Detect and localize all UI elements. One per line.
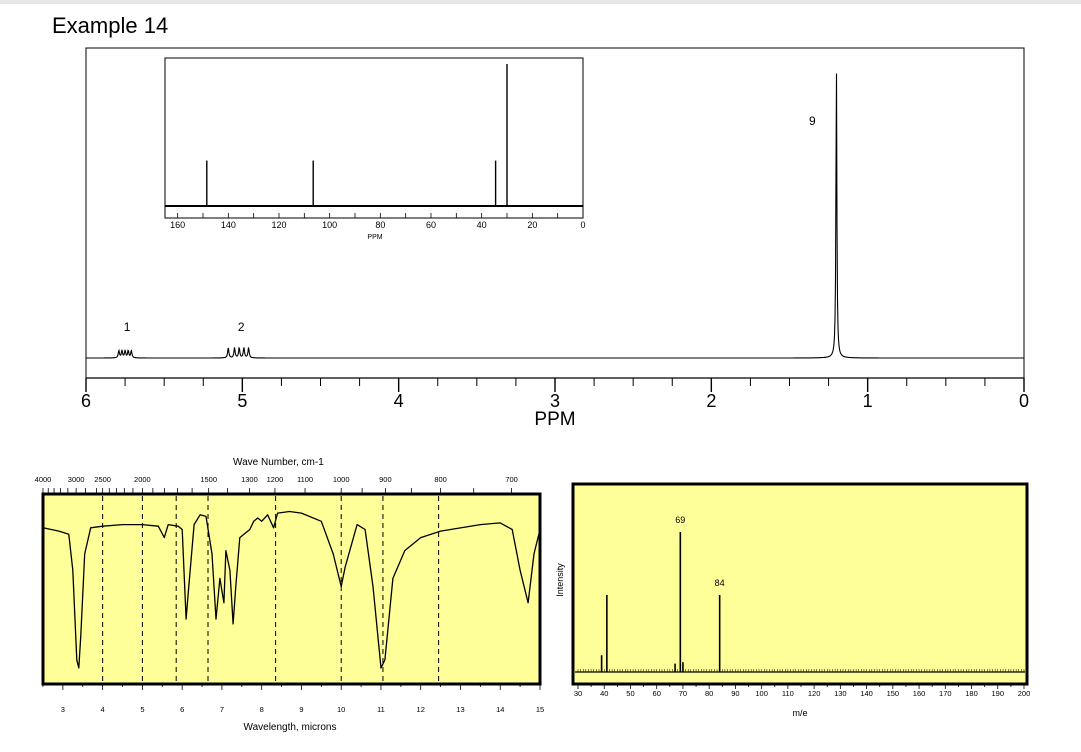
- h-nmr-trace: [86, 73, 1024, 359]
- h-nmr-tick-label: 4: [394, 391, 404, 411]
- ir-bottom-tick-label: 5: [140, 705, 144, 714]
- ms-tick-label: 60: [653, 689, 661, 698]
- c-nmr-tick-label: 100: [322, 220, 337, 230]
- ir-top-tick-label: 2500: [94, 475, 111, 484]
- c-nmr-tick-label: 20: [527, 220, 537, 230]
- ir-bottom-tick-label: 4: [101, 705, 105, 714]
- h-nmr-tick-label: 1: [863, 391, 873, 411]
- c-nmr-tick-label: 40: [477, 220, 487, 230]
- ms-tick-label: 180: [965, 689, 978, 698]
- h-nmr-peak-labels: 1 2 9: [124, 114, 816, 334]
- ms-tick-label: 130: [834, 689, 847, 698]
- page-top-border: [0, 0, 1081, 4]
- h-nmr-spectrum-line: [86, 73, 1024, 359]
- ms-tick-label: 140: [860, 689, 873, 698]
- h-nmr-tick-label: 0: [1019, 391, 1029, 411]
- h-nmr-tick-label: 6: [81, 391, 91, 411]
- ms-peaks: 69 84: [600, 515, 725, 672]
- ms-tick-label: 120: [808, 689, 821, 698]
- ir-top-tick-label: 1300: [241, 475, 258, 484]
- h-nmr-tick-label: 5: [237, 391, 247, 411]
- c-nmr-tick-label: 0: [580, 220, 585, 230]
- ir-top-tick-label: 3000: [68, 475, 85, 484]
- ir-top-axis-ticks: 4000 3000 2500 2000 1500 1300 1200 1100 1000 900 8…: [35, 475, 518, 484]
- c-nmr-inset-chart: 160 140 120 100 80 60 40 20 0 PPM: [164, 57, 586, 241]
- ir-top-axis-label: Wave Number, cm-1: [233, 457, 324, 468]
- h-nmr-peak-label: 2: [238, 320, 245, 334]
- ms-tick-label: 70: [679, 689, 687, 698]
- ms-tick-label: 170: [939, 689, 952, 698]
- ms-tick-label: 110: [782, 689, 794, 698]
- ir-top-tick-label: 1100: [297, 475, 313, 484]
- ir-x-axis-label: Wavelength, microns: [244, 722, 337, 733]
- ir-top-tick-label: 1000: [333, 475, 350, 484]
- c-nmr-x-axis-label: PPM: [367, 234, 382, 241]
- ms-tick-label: 100: [755, 689, 768, 698]
- h-nmr-tick-label: 3: [550, 391, 560, 411]
- ir-bottom-tick-label: 10: [337, 705, 345, 714]
- ir-top-tick-marks: [42, 488, 513, 494]
- ir-bottom-tick-label: 3: [61, 705, 65, 714]
- ms-tick-label: 40: [600, 689, 608, 698]
- ir-top-tick-label: 900: [379, 475, 392, 484]
- ir-bottom-tick-label: 6: [180, 705, 184, 714]
- ms-x-axis: 30 40 50 60 70 80 90 100 110 120 130 140 150 160 170 18…: [574, 684, 1030, 698]
- ms-tick-label: 50: [626, 689, 634, 698]
- ms-peak-label: 84: [715, 578, 725, 588]
- ir-top-tick-label: 2000: [134, 475, 151, 484]
- ir-top-tick-label: 1500: [200, 475, 217, 484]
- ms-baseline: [575, 669, 1025, 673]
- ms-tick-label: 80: [705, 689, 713, 698]
- ms-peak-label: 69: [675, 515, 685, 525]
- ir-top-tick-label: 1200: [267, 475, 284, 484]
- ir-bottom-tick-label: 7: [220, 705, 224, 714]
- ir-bottom-tick-label: 14: [496, 705, 504, 714]
- h-nmr-tick-label: 2: [706, 391, 716, 411]
- c-nmr-x-axis: 160 140 120 100 80 60 40 20 0: [165, 205, 586, 230]
- ir-trace: [42, 510, 541, 669]
- ir-bottom-tick-label: 8: [260, 705, 264, 714]
- c-nmr-tick-label: 160: [170, 220, 185, 230]
- ms-x-axis-label: m/e: [792, 708, 807, 718]
- c-nmr-frame: [164, 57, 584, 219]
- ir-bottom-tick-label: 9: [299, 705, 303, 714]
- h-nmr-peak-label: 9: [809, 114, 816, 128]
- h-nmr-x-axis: 6 5 4 3 2 1 0: [81, 377, 1029, 411]
- ms-y-axis-label: Intensity: [555, 563, 565, 597]
- ir-bottom-tick-label: 13: [456, 705, 464, 714]
- ms-tick-label: 160: [913, 689, 926, 698]
- c-nmr-peaks: [206, 64, 508, 206]
- ir-bottom-tick-label: 12: [417, 705, 425, 714]
- ir-bottom-tick-label: 11: [377, 705, 385, 714]
- c-nmr-tick-label: 80: [375, 220, 385, 230]
- ms-tick-label: 30: [574, 689, 582, 698]
- ir-top-axis-label-text: Wave Number, cm-1: [233, 457, 324, 468]
- mass-spectrum-chart: 69 84 30 40 50 60 70 80 90 100 110 120 130 140 150 160…: [555, 482, 1030, 718]
- ir-top-tick-label: 4000: [35, 475, 52, 484]
- h-nmr-peak-label: 1: [124, 320, 131, 334]
- ir-top-tick-label: 800: [434, 475, 447, 484]
- ms-tick-label: 90: [731, 689, 739, 698]
- ir-top-tick-label: 700: [505, 475, 518, 484]
- ir-bottom-axis: 3 4 5 6 7 8 9 10 11 12 13 14 15: [42, 684, 544, 714]
- page-title: Example 14: [52, 13, 169, 38]
- ir-plot-area: [41, 492, 542, 686]
- ms-plot-area: [571, 482, 1029, 686]
- ms-tick-label: 200: [1018, 689, 1031, 698]
- ms-tick-label: 150: [887, 689, 900, 698]
- c-nmr-tick-label: 140: [221, 220, 236, 230]
- ir-bottom-tick-label: 15: [536, 705, 544, 714]
- ms-tick-label: 190: [992, 689, 1005, 698]
- ir-spectrum-line: [42, 510, 541, 669]
- c-nmr-tick-label: 120: [271, 220, 286, 230]
- h-nmr-x-axis-label: PPM: [534, 409, 575, 430]
- ir-chart: Wave Number, cm-1 4000 3000 2500 2000 1500 13…: [35, 457, 545, 733]
- c-nmr-tick-label: 60: [426, 220, 436, 230]
